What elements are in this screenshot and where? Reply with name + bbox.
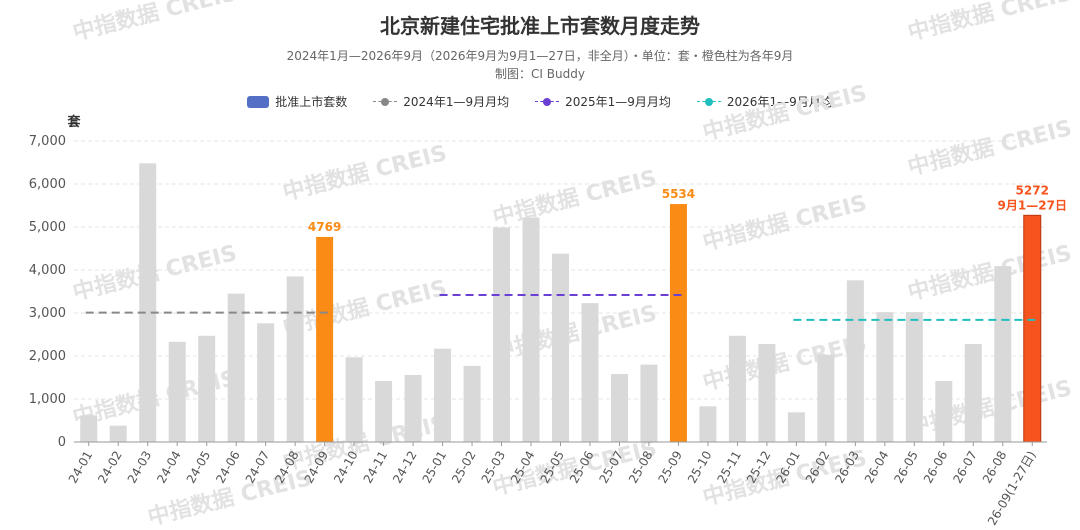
y-tick-label: 2,000: [29, 349, 66, 364]
bar: [345, 357, 363, 442]
bar: [139, 163, 157, 443]
legend-item-bars[interactable]: 批准上市套数: [247, 93, 347, 110]
watermark-text: 中指数据 CREIS: [700, 190, 869, 256]
bar: [227, 293, 245, 442]
legend-swatch-bar: [247, 95, 270, 108]
y-tick-label: 1,000: [29, 392, 66, 407]
watermark-text: 中指数据 CREIS: [280, 140, 449, 206]
bar: [522, 217, 540, 442]
legend-item-avg-2026[interactable]: 2026年1—9月月均: [696, 93, 833, 110]
x-tick-label: 25-01: [420, 449, 450, 486]
bar: [168, 341, 186, 442]
bar: [728, 335, 746, 442]
legend-label: 批准上市套数: [275, 95, 348, 109]
legend-item-avg-2025[interactable]: 2025年1—9月月均: [535, 93, 671, 110]
data-label: 5272: [1016, 183, 1049, 197]
bar: [109, 425, 127, 442]
bar: [257, 323, 275, 442]
y-axis-label: 套: [66, 114, 81, 130]
watermark-text: 中指数据 CREIS: [700, 80, 869, 146]
bar: [905, 312, 923, 442]
x-tick-label: 26-06: [921, 449, 951, 486]
bar: [404, 374, 422, 442]
bar: [463, 365, 481, 442]
legend-label: 2026年1—9月月均: [726, 95, 833, 109]
watermark-text: 中指数据 CREIS: [280, 275, 449, 341]
bar: [610, 374, 628, 442]
y-tick-label: 6,000: [29, 177, 66, 192]
watermark-text: 中指数据 CREIS: [490, 165, 659, 231]
legend-label: 2025年1—9月月均: [565, 95, 671, 109]
bar: [964, 343, 982, 442]
x-tick-label: 26-07: [950, 449, 980, 486]
bar: [846, 280, 864, 442]
x-tick-label: 24-02: [95, 449, 125, 486]
x-tick-label: 25-09: [655, 449, 685, 486]
x-tick-label: 24-06: [213, 449, 243, 486]
bar: [817, 354, 835, 442]
y-tick-label: 5,000: [29, 220, 66, 235]
data-label: 5534: [662, 187, 695, 201]
data-label-note: 9月1—27日: [998, 198, 1067, 212]
watermark-text: 中指数据 CREIS: [905, 240, 1074, 306]
legend-item-avg-2024[interactable]: 2024年1—9月月均: [373, 93, 509, 110]
bar: [699, 406, 717, 442]
bar: [640, 364, 658, 442]
x-tick-label: 24-05: [184, 449, 214, 486]
x-tick-label: 24-03: [125, 449, 155, 486]
bar: [80, 415, 98, 442]
x-tick-label: 24-12: [390, 449, 420, 486]
bar: [935, 380, 953, 442]
bar: [286, 276, 304, 442]
x-tick-label: 26-08: [980, 449, 1010, 486]
bar: [994, 266, 1012, 442]
x-tick-label: 25-02: [449, 449, 479, 486]
x-tick-label: 24-04: [154, 449, 184, 486]
legend-swatch-line: [373, 96, 398, 108]
chart-title: 北京新建住宅批准上市套数月度走势: [380, 14, 700, 38]
bar: [1023, 214, 1042, 443]
watermark-text: 中指数据 CREIS: [700, 330, 869, 396]
x-tick-label: 25-10: [685, 449, 715, 486]
bar: [758, 343, 776, 442]
bar: [198, 335, 216, 442]
watermark-text: 中指数据 CREIS: [70, 0, 239, 46]
legend-swatch-line: [535, 96, 560, 108]
bar: [434, 348, 452, 442]
y-tick-label: 3,000: [29, 306, 66, 321]
legend-swatch-line: [696, 96, 721, 108]
x-tick-label: 24-01: [66, 449, 96, 486]
bar: [581, 303, 599, 442]
bar: [876, 312, 894, 442]
bar: [375, 380, 393, 442]
y-tick-label: 7,000: [29, 134, 66, 149]
bar: [316, 236, 334, 442]
chart-subtitle: 2024年1月—2026年9月（2026年9月为9月1—27日，非全月）・单位：…: [286, 49, 794, 63]
legend: 批准上市套数 2024年1—9月月均 2025年1—9月月均 2026年1—9月…: [0, 93, 1080, 110]
chart-credit: 制图：CI Buddy: [495, 67, 585, 81]
y-tick-label: 4,000: [29, 263, 66, 278]
legend-label: 2024年1—9月月均: [403, 95, 510, 109]
watermark-text: 中指数据 CREIS: [905, 0, 1074, 46]
bar: [669, 204, 687, 442]
bar: [552, 253, 569, 442]
data-label: 4769: [308, 220, 341, 234]
bar: [493, 227, 511, 442]
bar: [787, 412, 805, 442]
y-tick-label: 0: [58, 435, 66, 450]
watermark-text: 中指数据 CREIS: [905, 115, 1074, 181]
watermark-text: 中指数据 CREIS: [905, 375, 1074, 441]
x-tick-label: 26-05: [891, 449, 921, 486]
